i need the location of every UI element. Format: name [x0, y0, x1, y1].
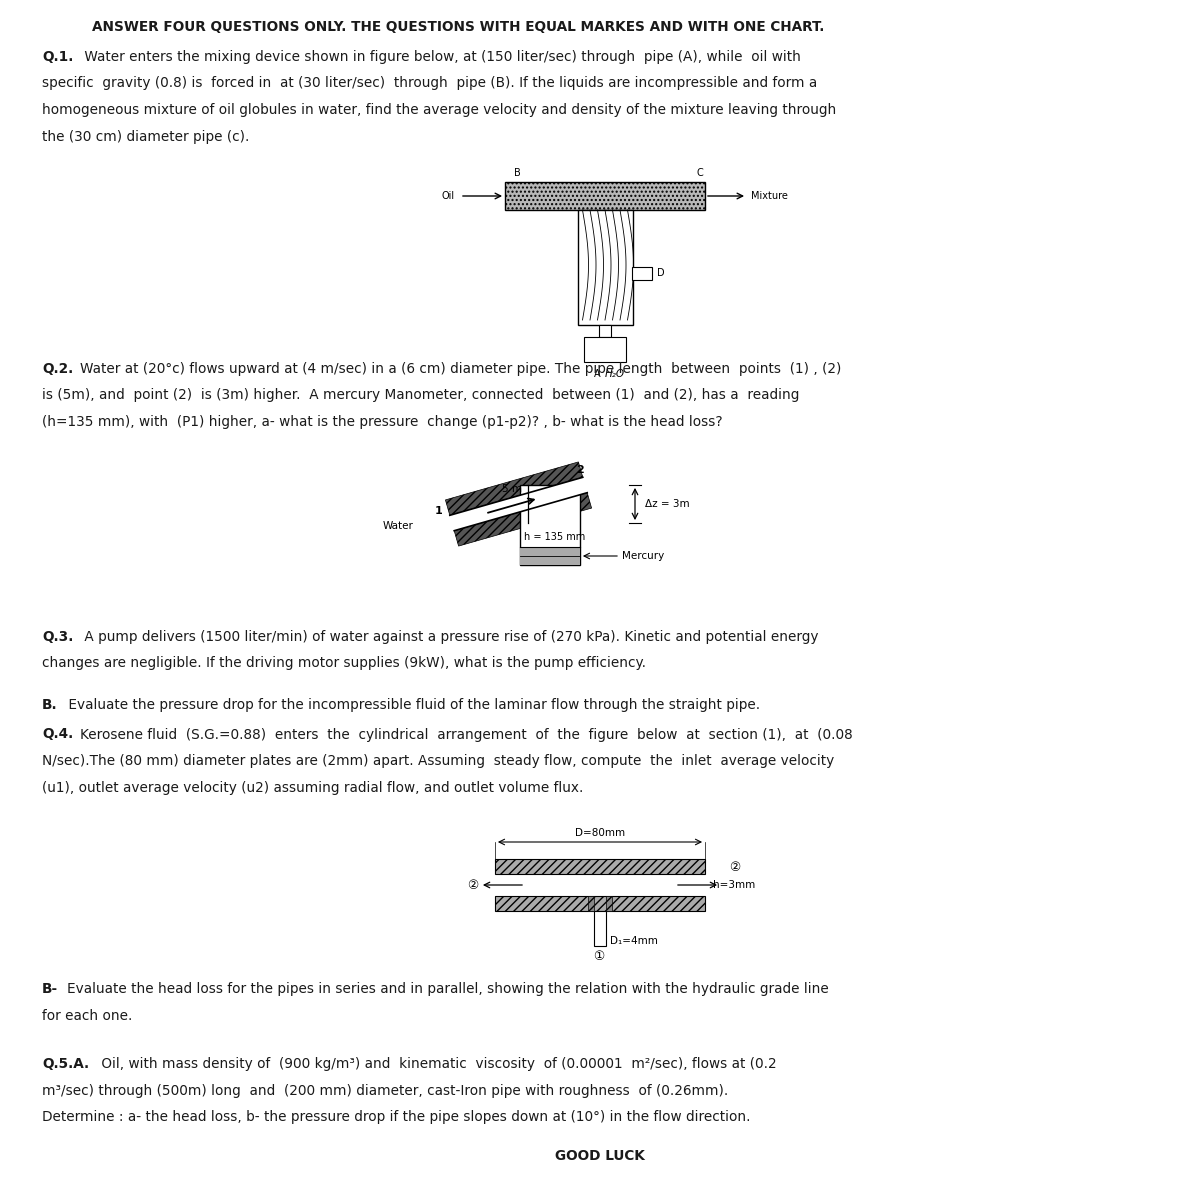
Bar: [505, 182, 706, 210]
Text: N/sec).The (80 mm) diameter plates are (2mm) apart. Assuming  steady flow, compu: N/sec).The (80 mm) diameter plates are (…: [42, 755, 834, 768]
Text: Oil, with mass density of  (900 kg/m³) and  kinematic  viscosity  of (0.00001  m: Oil, with mass density of (900 kg/m³) an…: [97, 1058, 776, 1071]
Text: Evaluate the head loss for the pipes in series and in parallel, showing the rela: Evaluate the head loss for the pipes in …: [67, 982, 829, 996]
Text: Oil: Oil: [442, 191, 455, 200]
Text: ANSWER FOUR QUESTIONS ONLY. THE QUESTIONS WITH EQUAL MARKES AND WITH ONE CHART.: ANSWER FOUR QUESTIONS ONLY. THE QUESTION…: [92, 20, 824, 34]
Text: Q.2.: Q.2.: [42, 362, 73, 376]
Text: for each one.: for each one.: [42, 1008, 132, 1022]
Text: Δz = 3m: Δz = 3m: [646, 499, 690, 509]
Bar: [577, 210, 632, 325]
Text: changes are negligible. If the driving motor supplies (9kW), what is the pump ef: changes are negligible. If the driving m…: [42, 657, 646, 671]
Text: ①: ①: [593, 950, 605, 963]
Text: the (30 cm) diameter pipe (c).: the (30 cm) diameter pipe (c).: [42, 130, 250, 144]
Text: GOOD LUCK: GOOD LUCK: [556, 1148, 644, 1162]
Text: Q.3.: Q.3.: [42, 630, 73, 644]
Bar: [588, 896, 594, 911]
Text: D₁=4mm: D₁=4mm: [610, 936, 658, 946]
Text: Water at (20°c) flows upward at (4 m/sec) in a (6 cm) diameter pipe. The pipe le: Water at (20°c) flows upward at (4 m/sec…: [80, 362, 841, 376]
Text: Mixture: Mixture: [751, 191, 788, 200]
Text: A pump delivers (1500 liter/min) of water against a pressure rise of (270 kPa). : A pump delivers (1500 liter/min) of wate…: [80, 630, 818, 644]
Polygon shape: [450, 477, 587, 531]
Text: (h=135 mm), with  (P1) higher, a- what is the pressure  change (p1-p2)? , b- wha: (h=135 mm), with (P1) higher, a- what is…: [42, 415, 722, 429]
Text: Q.4.: Q.4.: [42, 727, 73, 742]
Bar: [606, 896, 612, 911]
Text: 1: 1: [436, 506, 443, 516]
Text: D=80mm: D=80mm: [575, 828, 625, 838]
Text: h = 135 mm: h = 135 mm: [524, 532, 586, 542]
Text: ②: ②: [467, 878, 479, 891]
Text: m³/sec) through (500m) long  and  (200 mm) diameter, cast-Iron pipe with roughne: m³/sec) through (500m) long and (200 mm)…: [42, 1084, 728, 1098]
Text: 5 m: 5 m: [502, 483, 522, 494]
Text: 2: 2: [576, 465, 584, 475]
Text: (u1), outlet average velocity (u2) assuming radial flow, and outlet volume flux.: (u1), outlet average velocity (u2) assum…: [42, 780, 583, 795]
Bar: [520, 547, 580, 565]
Text: Mercury: Mercury: [622, 551, 665, 561]
Text: B.: B.: [42, 698, 58, 712]
Bar: [496, 896, 706, 911]
Text: specific  gravity (0.8) is  forced in  at (30 liter/sec)  through  pipe (B). If : specific gravity (0.8) is forced in at (…: [42, 77, 817, 91]
Bar: [520, 485, 580, 565]
Bar: [632, 266, 653, 279]
Text: Q.5.A.: Q.5.A.: [42, 1058, 89, 1071]
Bar: [496, 859, 706, 874]
Bar: [594, 911, 606, 946]
Text: A: A: [594, 369, 601, 378]
Text: Kerosene fluid  (S.G.=0.88)  enters  the  cylindrical  arrangement  of  the  fig: Kerosene fluid (S.G.=0.88) enters the cy…: [80, 727, 853, 742]
Text: Water enters the mixing device shown in figure below, at (150 liter/sec) through: Water enters the mixing device shown in …: [80, 50, 800, 64]
Polygon shape: [454, 493, 592, 546]
Text: h=3mm: h=3mm: [713, 880, 755, 890]
Text: C: C: [697, 167, 703, 178]
Text: ②: ②: [730, 861, 740, 874]
Text: B-: B-: [42, 982, 58, 996]
Text: H₂O: H₂O: [605, 369, 625, 378]
Bar: [584, 337, 626, 362]
Text: is (5m), and  point (2)  is (3m) higher.  A mercury Manometer, connected  betwee: is (5m), and point (2) is (3m) higher. A…: [42, 389, 799, 402]
Text: D: D: [656, 269, 664, 278]
Text: Water: Water: [383, 521, 414, 531]
Text: Evaluate the pressure drop for the incompressible fluid of the laminar flow thro: Evaluate the pressure drop for the incom…: [64, 698, 760, 712]
Text: Q.1.: Q.1.: [42, 50, 73, 64]
Text: homogeneous mixture of oil globules in water, find the average velocity and dens: homogeneous mixture of oil globules in w…: [42, 103, 836, 117]
Text: Determine : a- the head loss, b- the pressure drop if the pipe slopes down at (1: Determine : a- the head loss, b- the pre…: [42, 1109, 750, 1124]
Bar: [599, 325, 611, 337]
Text: B: B: [514, 167, 521, 178]
Polygon shape: [445, 462, 583, 515]
